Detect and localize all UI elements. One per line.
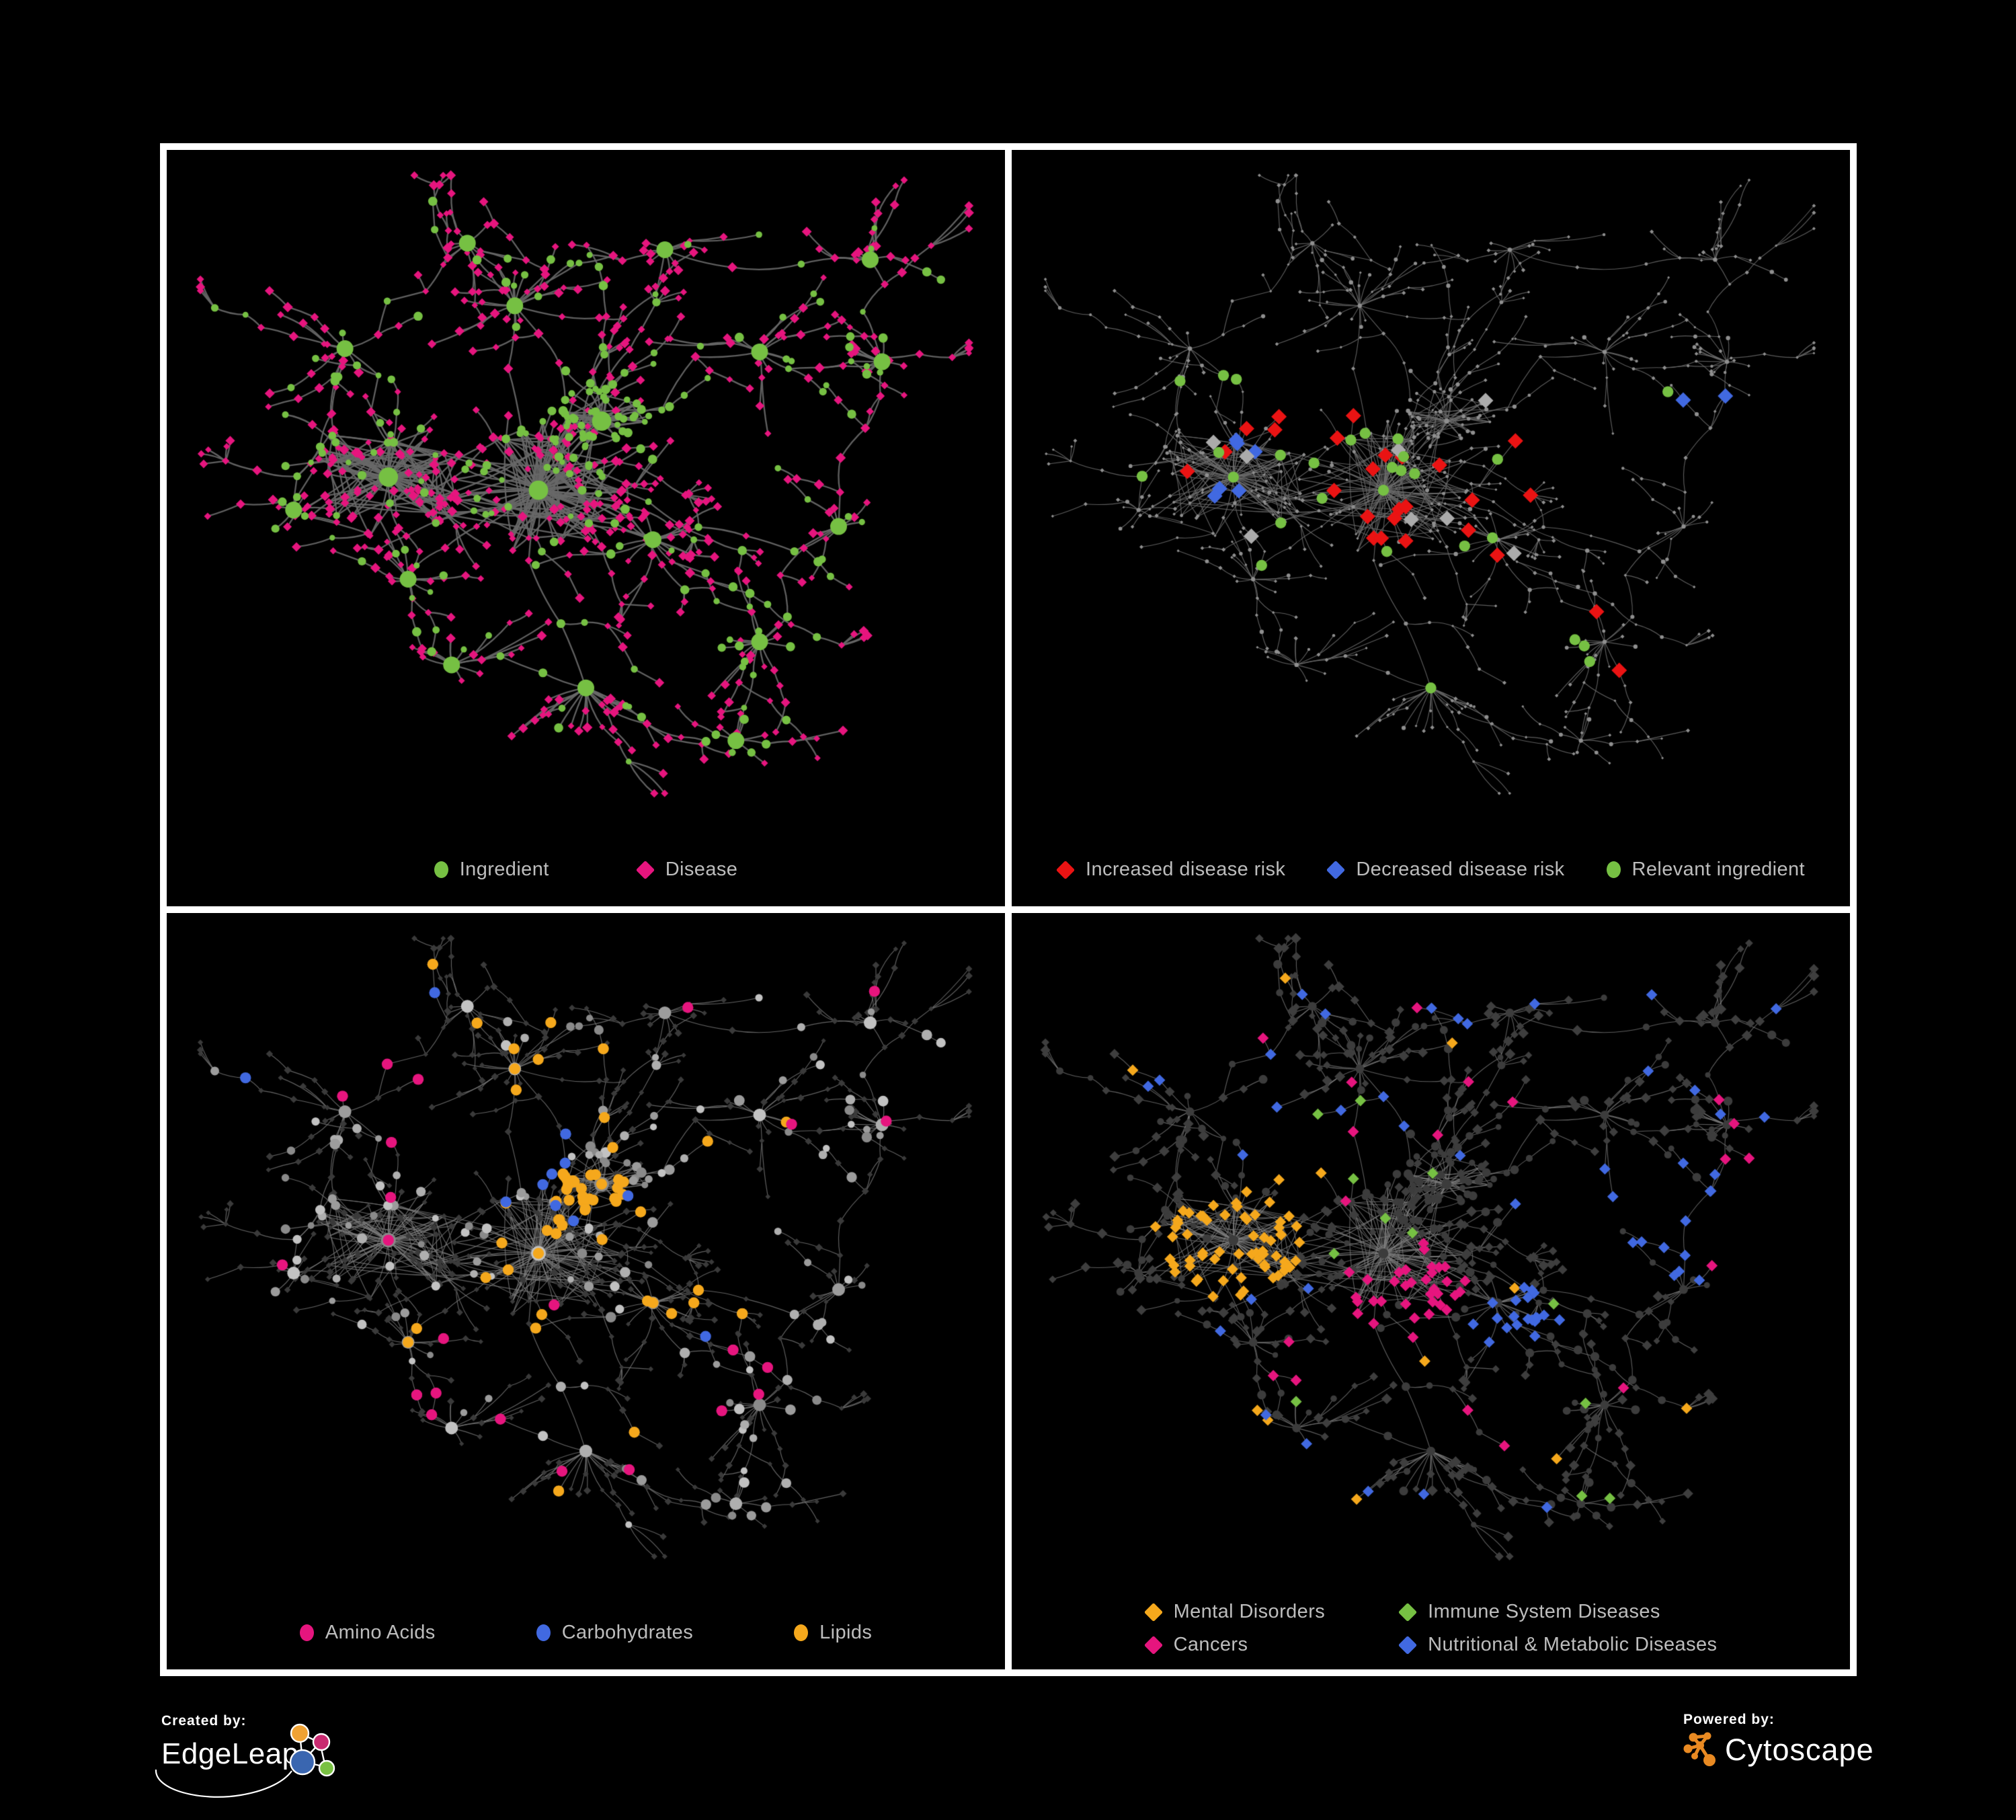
legend-label: Lipids bbox=[819, 1622, 873, 1643]
legend-item: Cancers bbox=[1143, 1634, 1326, 1656]
cancers-marker-icon bbox=[1143, 1635, 1163, 1655]
created-by-label: Created by: bbox=[161, 1713, 247, 1729]
legend-label: Ingredient bbox=[459, 859, 549, 880]
network-canvas-disease-risk bbox=[1012, 150, 1850, 906]
legend-label: Disease bbox=[665, 859, 738, 880]
ingredient-marker-icon bbox=[434, 861, 448, 878]
network-canvas-disease-categories bbox=[1012, 913, 1850, 1669]
legend-item: Carbohydrates bbox=[536, 1622, 693, 1644]
network-canvas-ingredient-classes bbox=[167, 913, 1005, 1669]
legend-label: Nutritional & Metabolic Diseases bbox=[1428, 1634, 1718, 1655]
powered-by-branding: Powered by: Cytoscape bbox=[1683, 1712, 1874, 1770]
panel-disease-categories: Mental Disorders Immune System Diseases … bbox=[1012, 913, 1850, 1669]
legend-label: Mental Disorders bbox=[1173, 1601, 1326, 1622]
cytoscape-logo: Cytoscape bbox=[1683, 1731, 1874, 1770]
legend-item: Ingredient bbox=[434, 859, 549, 881]
panel-ingredient-disease: Ingredient Disease bbox=[167, 150, 1005, 906]
legend-item: Disease bbox=[635, 859, 738, 881]
carbohydrates-marker-icon bbox=[536, 1624, 551, 1641]
legend-ingredient-disease: Ingredient Disease bbox=[167, 859, 1005, 881]
legend-label: Immune System Diseases bbox=[1428, 1601, 1660, 1622]
edgeleap-name: EdgeLeap bbox=[161, 1737, 299, 1770]
legend-disease-categories: Mental Disorders Immune System Diseases … bbox=[1012, 1601, 1850, 1656]
legend-item: Decreased disease risk bbox=[1326, 859, 1565, 881]
legend-label: Relevant ingredient bbox=[1631, 859, 1806, 880]
legend-ingredient-classes: Amino Acids Carbohydrates Lipids bbox=[167, 1622, 1005, 1644]
edgeleap-logo: EdgeLeap bbox=[155, 1723, 383, 1798]
amino-acids-marker-icon bbox=[299, 1624, 314, 1641]
legend-item: Relevant ingredient bbox=[1606, 859, 1806, 881]
powered-by-label: Powered by: bbox=[1683, 1712, 1775, 1727]
mental-disorders-marker-icon bbox=[1143, 1602, 1163, 1622]
network-canvas-ingredient-disease bbox=[167, 150, 1005, 906]
decreased-risk-marker-icon bbox=[1326, 860, 1346, 879]
legend-item: Amino Acids bbox=[299, 1622, 436, 1644]
legend-label: Decreased disease risk bbox=[1356, 859, 1565, 880]
increased-risk-marker-icon bbox=[1055, 860, 1076, 879]
legend-label: Carbohydrates bbox=[561, 1622, 694, 1643]
immune-system-diseases-marker-icon bbox=[1398, 1602, 1418, 1622]
legend-item: Increased disease risk bbox=[1055, 859, 1286, 881]
edgeleap-swoosh-icon bbox=[155, 1769, 292, 1798]
cytoscape-network-icon bbox=[1683, 1732, 1716, 1766]
relevant-ingredient-marker-icon bbox=[1606, 861, 1621, 878]
panel-ingredient-classes: Amino Acids Carbohydrates Lipids bbox=[167, 913, 1005, 1669]
created-by-branding: Created by: EdgeLeap bbox=[155, 1713, 383, 1807]
panel-grid: Ingredient Disease Increased disease ris… bbox=[160, 143, 1857, 1676]
disease-marker-icon bbox=[635, 860, 655, 879]
lipids-marker-icon bbox=[794, 1624, 809, 1641]
edgeleap-network-icon bbox=[289, 1723, 335, 1777]
legend-item: Lipids bbox=[794, 1622, 872, 1644]
legend-label: Cancers bbox=[1173, 1634, 1248, 1655]
cytoscape-name: Cytoscape bbox=[1725, 1733, 1874, 1767]
legend-item: Immune System Diseases bbox=[1398, 1601, 1717, 1623]
nutritional-metabolic-diseases-marker-icon bbox=[1398, 1635, 1418, 1655]
legend-item: Nutritional & Metabolic Diseases bbox=[1398, 1634, 1718, 1656]
legend-label: Increased disease risk bbox=[1085, 859, 1286, 880]
legend-disease-risk: Increased disease risk Decreased disease… bbox=[1012, 859, 1850, 881]
panel-disease-risk: Increased disease risk Decreased disease… bbox=[1012, 150, 1850, 906]
legend-item: Mental Disorders bbox=[1143, 1601, 1326, 1623]
legend-label: Amino Acids bbox=[325, 1622, 436, 1643]
